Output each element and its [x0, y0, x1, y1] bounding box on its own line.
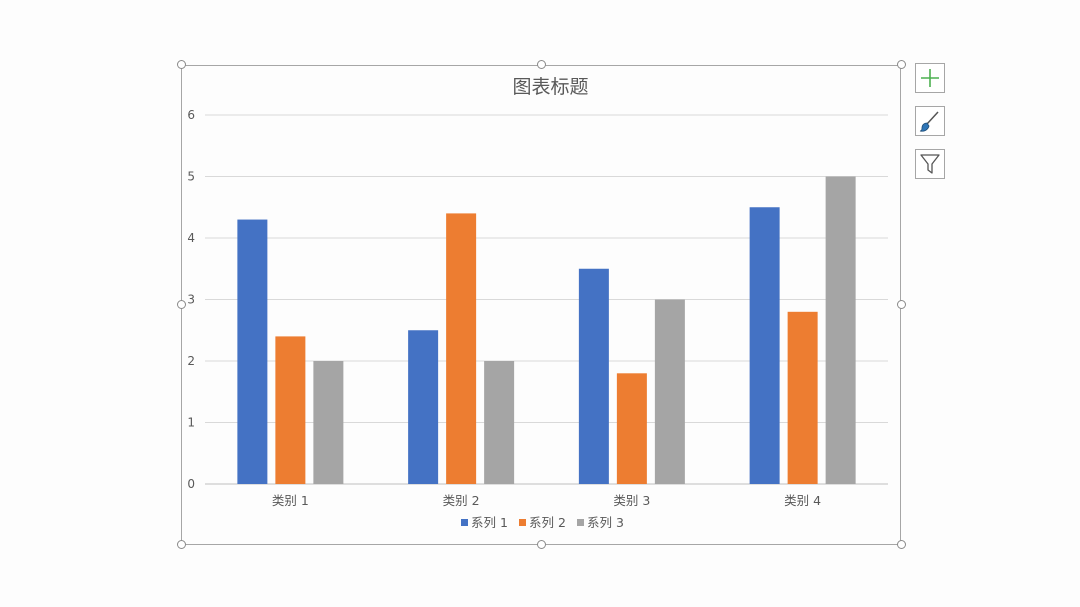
bar-系列1-2[interactable] — [408, 330, 439, 484]
y-tick-label: 5 — [187, 170, 195, 184]
bar-系列2-4[interactable] — [787, 311, 818, 484]
y-tick-label: 1 — [187, 416, 195, 430]
x-tick-label: 类别 2 — [443, 493, 480, 508]
plus-icon — [921, 69, 939, 87]
y-tick-label: 4 — [187, 231, 195, 245]
chart-title[interactable]: 图表标题 — [512, 76, 588, 98]
legend-entry[interactable]: 系列 2 — [529, 515, 566, 530]
legend-swatch — [519, 519, 526, 526]
y-tick-label: 2 — [187, 354, 195, 368]
resize-handle-top-right[interactable] — [897, 60, 906, 69]
chart-filters-button[interactable] — [915, 149, 945, 179]
bar-系列1-4[interactable] — [749, 207, 780, 484]
y-tick-label: 3 — [187, 293, 195, 307]
chart-styles-button[interactable] — [915, 106, 945, 136]
bar-系列1-3[interactable] — [578, 268, 609, 484]
legend-entry[interactable]: 系列 1 — [471, 515, 508, 530]
x-tick-label: 类别 1 — [272, 493, 309, 508]
legend-swatch — [577, 519, 584, 526]
chart-elements-button[interactable] — [915, 63, 945, 93]
y-tick-label: 0 — [187, 477, 195, 491]
resize-handle-bottom-center[interactable] — [537, 540, 546, 549]
resize-handle-top-left[interactable] — [177, 60, 186, 69]
resize-handle-top-center[interactable] — [537, 60, 546, 69]
bar-系列3-4[interactable] — [825, 176, 856, 485]
brush-icon — [919, 111, 939, 132]
bar-系列2-3[interactable] — [616, 373, 647, 484]
bar-系列3-2[interactable] — [484, 361, 515, 484]
bar-系列1-1[interactable] — [237, 219, 268, 485]
bar-系列3-1[interactable] — [313, 361, 344, 484]
x-tick-label: 类别 3 — [613, 493, 650, 508]
bar-系列2-1[interactable] — [275, 336, 306, 484]
legend-entry[interactable]: 系列 3 — [587, 515, 624, 530]
x-tick-label: 类别 4 — [784, 493, 821, 508]
resize-handle-bottom-left[interactable] — [177, 540, 186, 549]
y-tick-label: 6 — [187, 108, 195, 122]
funnel-icon — [920, 154, 940, 174]
resize-handle-middle-left[interactable] — [177, 300, 186, 309]
legend-swatch — [461, 519, 468, 526]
resize-handle-middle-right[interactable] — [897, 300, 906, 309]
bar-系列2-2[interactable] — [446, 213, 477, 484]
resize-handle-bottom-right[interactable] — [897, 540, 906, 549]
bar-系列3-3[interactable] — [654, 299, 685, 485]
